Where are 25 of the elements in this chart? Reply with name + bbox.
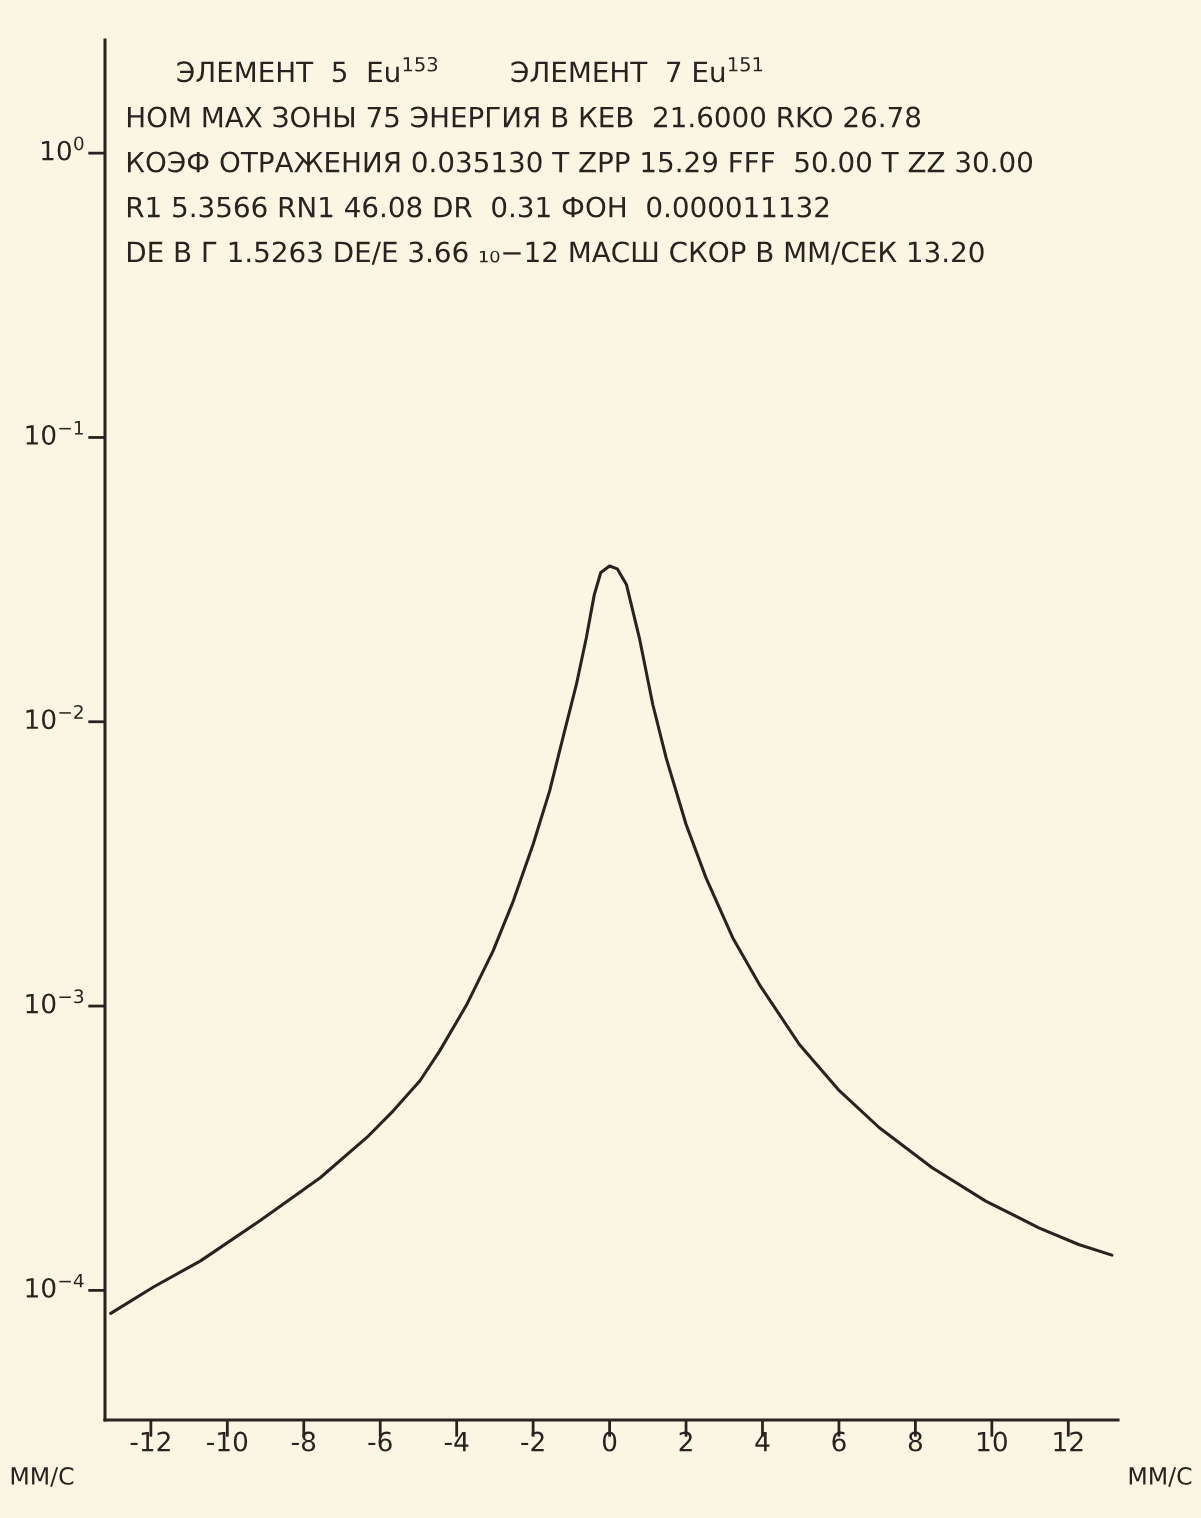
text: ММ/С — [11, 1466, 74, 1487]
x-tick-label: 4 — [755, 1431, 770, 1452]
annotation: НОМ МАХ ЗОНЫ 75 ЭНЕРГИЯ В КЕВ 21.6000 RKO 26.78 — [127, 106, 921, 128]
x-tick-label: 2 — [679, 1431, 692, 1452]
y-tick-label: 10$^{0}$ — [42, 136, 84, 161]
chart-title: ЭЛЕМЕНТ 5 Eu$^{153}$ ЭЛЕМЕНТ 7 Eu$^{151}$ — [177, 56, 763, 83]
x-tick-label: 10 — [977, 1431, 1007, 1452]
x-tick-label: -4 — [444, 1431, 469, 1452]
annotation: DE В Г 1.5263 DE/E 3.66 ₁₀−12 МАСШ СКОР В ММ/СЕК 13.20 — [127, 241, 984, 265]
x-axis-title: ММ/С — [1129, 1466, 1192, 1487]
x-tick-label: -10 — [207, 1431, 248, 1452]
y-tick-label: 10$^{−1}$ — [26, 420, 83, 445]
x-tick-label: -12 — [130, 1431, 170, 1452]
x-tick-label: 0 — [602, 1431, 617, 1452]
x-tick-label: 8 — [908, 1431, 922, 1452]
annotation: КОЭФ ОТРАЖЕНИЯ 0.035130 T ZPP 15.29 FFF 50.00 T ZZ 30.00 — [127, 151, 1033, 173]
y-tick-label: 10$^{−4}$ — [26, 1273, 84, 1298]
x-tick-label: 6 — [832, 1431, 846, 1452]
x-tick-label: -8 — [291, 1431, 316, 1452]
y-tick-label: 10$^{−3}$ — [26, 989, 84, 1014]
x-tick-label: 12 — [1054, 1431, 1083, 1452]
annotation: R1 5.3566 RN1 46.08 DR 0.31 ФОН 0.000011132 — [127, 196, 829, 218]
x-tick-label: -6 — [368, 1431, 392, 1452]
x-tick-label: -2 — [521, 1431, 544, 1452]
y-tick-label: 10$^{−2}$ — [26, 705, 83, 730]
